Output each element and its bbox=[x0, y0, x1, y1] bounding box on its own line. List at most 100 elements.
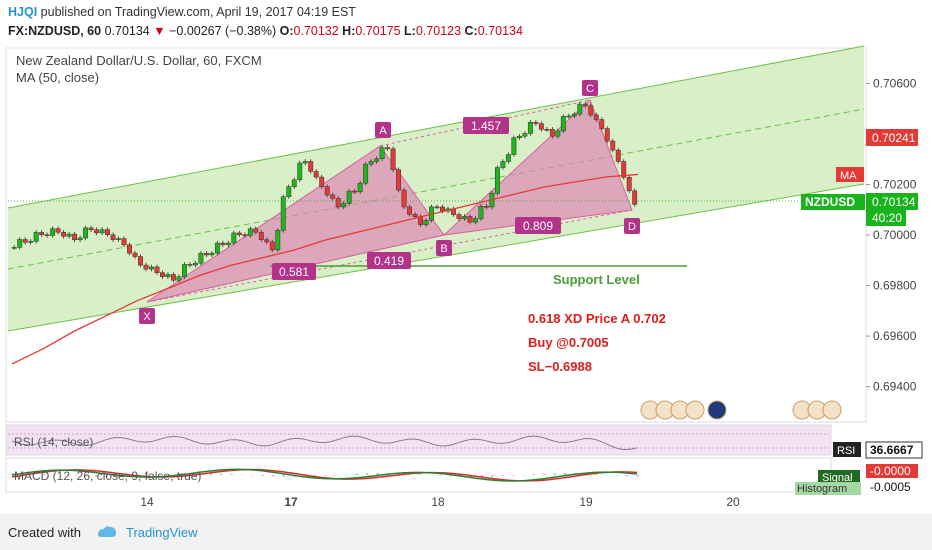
us-flag-icon[interactable] bbox=[822, 400, 842, 420]
candle-body[interactable] bbox=[220, 242, 226, 246]
candle-body[interactable] bbox=[577, 103, 583, 115]
candle-body[interactable] bbox=[72, 233, 78, 241]
candle-body[interactable] bbox=[149, 266, 154, 270]
candle-body[interactable] bbox=[434, 206, 440, 209]
candle-body[interactable] bbox=[236, 232, 242, 235]
candle-body[interactable] bbox=[319, 176, 325, 187]
candle-body[interactable] bbox=[66, 233, 72, 237]
tradingview-logo-icon[interactable] bbox=[96, 523, 118, 539]
candle-body[interactable] bbox=[593, 114, 599, 120]
rsi-line[interactable] bbox=[11, 435, 638, 451]
candle-body[interactable] bbox=[154, 266, 160, 273]
candle-body[interactable] bbox=[588, 105, 594, 116]
candle-body[interactable] bbox=[302, 161, 308, 164]
candle-body[interactable] bbox=[297, 162, 303, 181]
candle-body[interactable] bbox=[456, 214, 462, 219]
candle-body[interactable] bbox=[242, 234, 248, 236]
candle-body[interactable] bbox=[560, 116, 566, 132]
candle-body[interactable] bbox=[527, 122, 533, 134]
candle-body[interactable] bbox=[214, 242, 220, 254]
candle-body[interactable] bbox=[33, 232, 39, 242]
candle-body[interactable] bbox=[138, 256, 143, 266]
candle-body[interactable] bbox=[105, 229, 110, 235]
candle-body[interactable] bbox=[357, 182, 363, 193]
candle-body[interactable] bbox=[110, 234, 116, 240]
candle-body[interactable] bbox=[505, 154, 511, 162]
candle-body[interactable] bbox=[330, 194, 336, 199]
candle-body[interactable] bbox=[467, 216, 473, 223]
candle-body[interactable] bbox=[346, 190, 352, 204]
candle-body[interactable] bbox=[203, 252, 209, 256]
candle-body[interactable] bbox=[258, 231, 264, 240]
candle-body[interactable] bbox=[604, 128, 610, 142]
channel-median-line[interactable] bbox=[7, 108, 865, 270]
candle-body[interactable] bbox=[352, 190, 358, 193]
candle-body[interactable] bbox=[28, 241, 34, 243]
candle-body[interactable] bbox=[253, 228, 259, 233]
macd-line[interactable] bbox=[11, 468, 638, 482]
candle-body[interactable] bbox=[132, 252, 138, 257]
candle-body[interactable] bbox=[368, 161, 374, 165]
candle-body[interactable] bbox=[198, 252, 204, 264]
candle-body[interactable] bbox=[165, 274, 171, 277]
candle-body[interactable] bbox=[88, 227, 94, 230]
price-chart[interactable]: Support Level X A B C D 0.581 0.419 1.45… bbox=[0, 44, 932, 514]
candle-body[interactable] bbox=[379, 147, 385, 160]
candle-body[interactable] bbox=[478, 206, 484, 219]
candle-body[interactable] bbox=[401, 189, 407, 208]
candle-body[interactable] bbox=[582, 103, 588, 107]
candle-body[interactable] bbox=[494, 167, 500, 194]
candle-body[interactable] bbox=[313, 171, 319, 178]
candle-body[interactable] bbox=[55, 228, 61, 233]
candle-body[interactable] bbox=[291, 179, 297, 187]
channel-upper-line[interactable] bbox=[7, 45, 865, 209]
candle-body[interactable] bbox=[610, 140, 616, 151]
candle-body[interactable] bbox=[335, 198, 341, 208]
candle-body[interactable] bbox=[121, 238, 127, 246]
candle-body[interactable] bbox=[17, 239, 23, 248]
candle-body[interactable] bbox=[225, 242, 231, 246]
candle-body[interactable] bbox=[599, 119, 605, 129]
candle-body[interactable] bbox=[423, 220, 429, 225]
candle-body[interactable] bbox=[247, 228, 253, 236]
candle-body[interactable] bbox=[99, 229, 105, 234]
channel-lower-line[interactable] bbox=[7, 183, 865, 332]
us-flag-icon[interactable] bbox=[685, 400, 705, 420]
candle-body[interactable] bbox=[11, 247, 17, 249]
candle-body[interactable] bbox=[511, 137, 517, 155]
candle-body[interactable] bbox=[522, 133, 528, 137]
candle-body[interactable] bbox=[483, 206, 489, 208]
candle-body[interactable] bbox=[571, 113, 577, 117]
candle-body[interactable] bbox=[143, 264, 149, 270]
candle-body[interactable] bbox=[549, 129, 555, 137]
candle-body[interactable] bbox=[308, 161, 314, 172]
candle-body[interactable] bbox=[77, 237, 83, 241]
candle-body[interactable] bbox=[473, 218, 478, 223]
candle-body[interactable] bbox=[181, 264, 187, 277]
candle-body[interactable] bbox=[116, 238, 121, 240]
macd-signal-line[interactable] bbox=[11, 468, 638, 482]
candle-body[interactable] bbox=[160, 272, 165, 277]
candle-body[interactable] bbox=[363, 163, 369, 184]
candle-body[interactable] bbox=[170, 274, 176, 281]
username-link[interactable]: HJQI bbox=[8, 5, 38, 19]
candle-body[interactable] bbox=[440, 206, 445, 212]
candle-body[interactable] bbox=[39, 232, 45, 235]
candle-body[interactable] bbox=[209, 252, 215, 256]
candle-body[interactable] bbox=[176, 276, 182, 281]
candle-body[interactable] bbox=[385, 147, 391, 150]
candle-body[interactable] bbox=[269, 241, 275, 251]
event-icons[interactable] bbox=[640, 400, 842, 420]
candle-body[interactable] bbox=[462, 216, 467, 219]
candle-body[interactable] bbox=[275, 230, 281, 251]
candle-body[interactable] bbox=[324, 186, 330, 196]
time-axis[interactable]: 14 17 18 19 20 bbox=[140, 495, 740, 509]
candle-body[interactable] bbox=[412, 214, 418, 217]
candle-body[interactable] bbox=[187, 264, 193, 266]
candle-body[interactable] bbox=[94, 229, 100, 234]
candle-body[interactable] bbox=[44, 234, 50, 236]
candle-body[interactable] bbox=[500, 161, 506, 168]
candle-body[interactable] bbox=[390, 148, 396, 170]
candle-body[interactable] bbox=[192, 262, 198, 266]
candle-body[interactable] bbox=[516, 135, 522, 139]
